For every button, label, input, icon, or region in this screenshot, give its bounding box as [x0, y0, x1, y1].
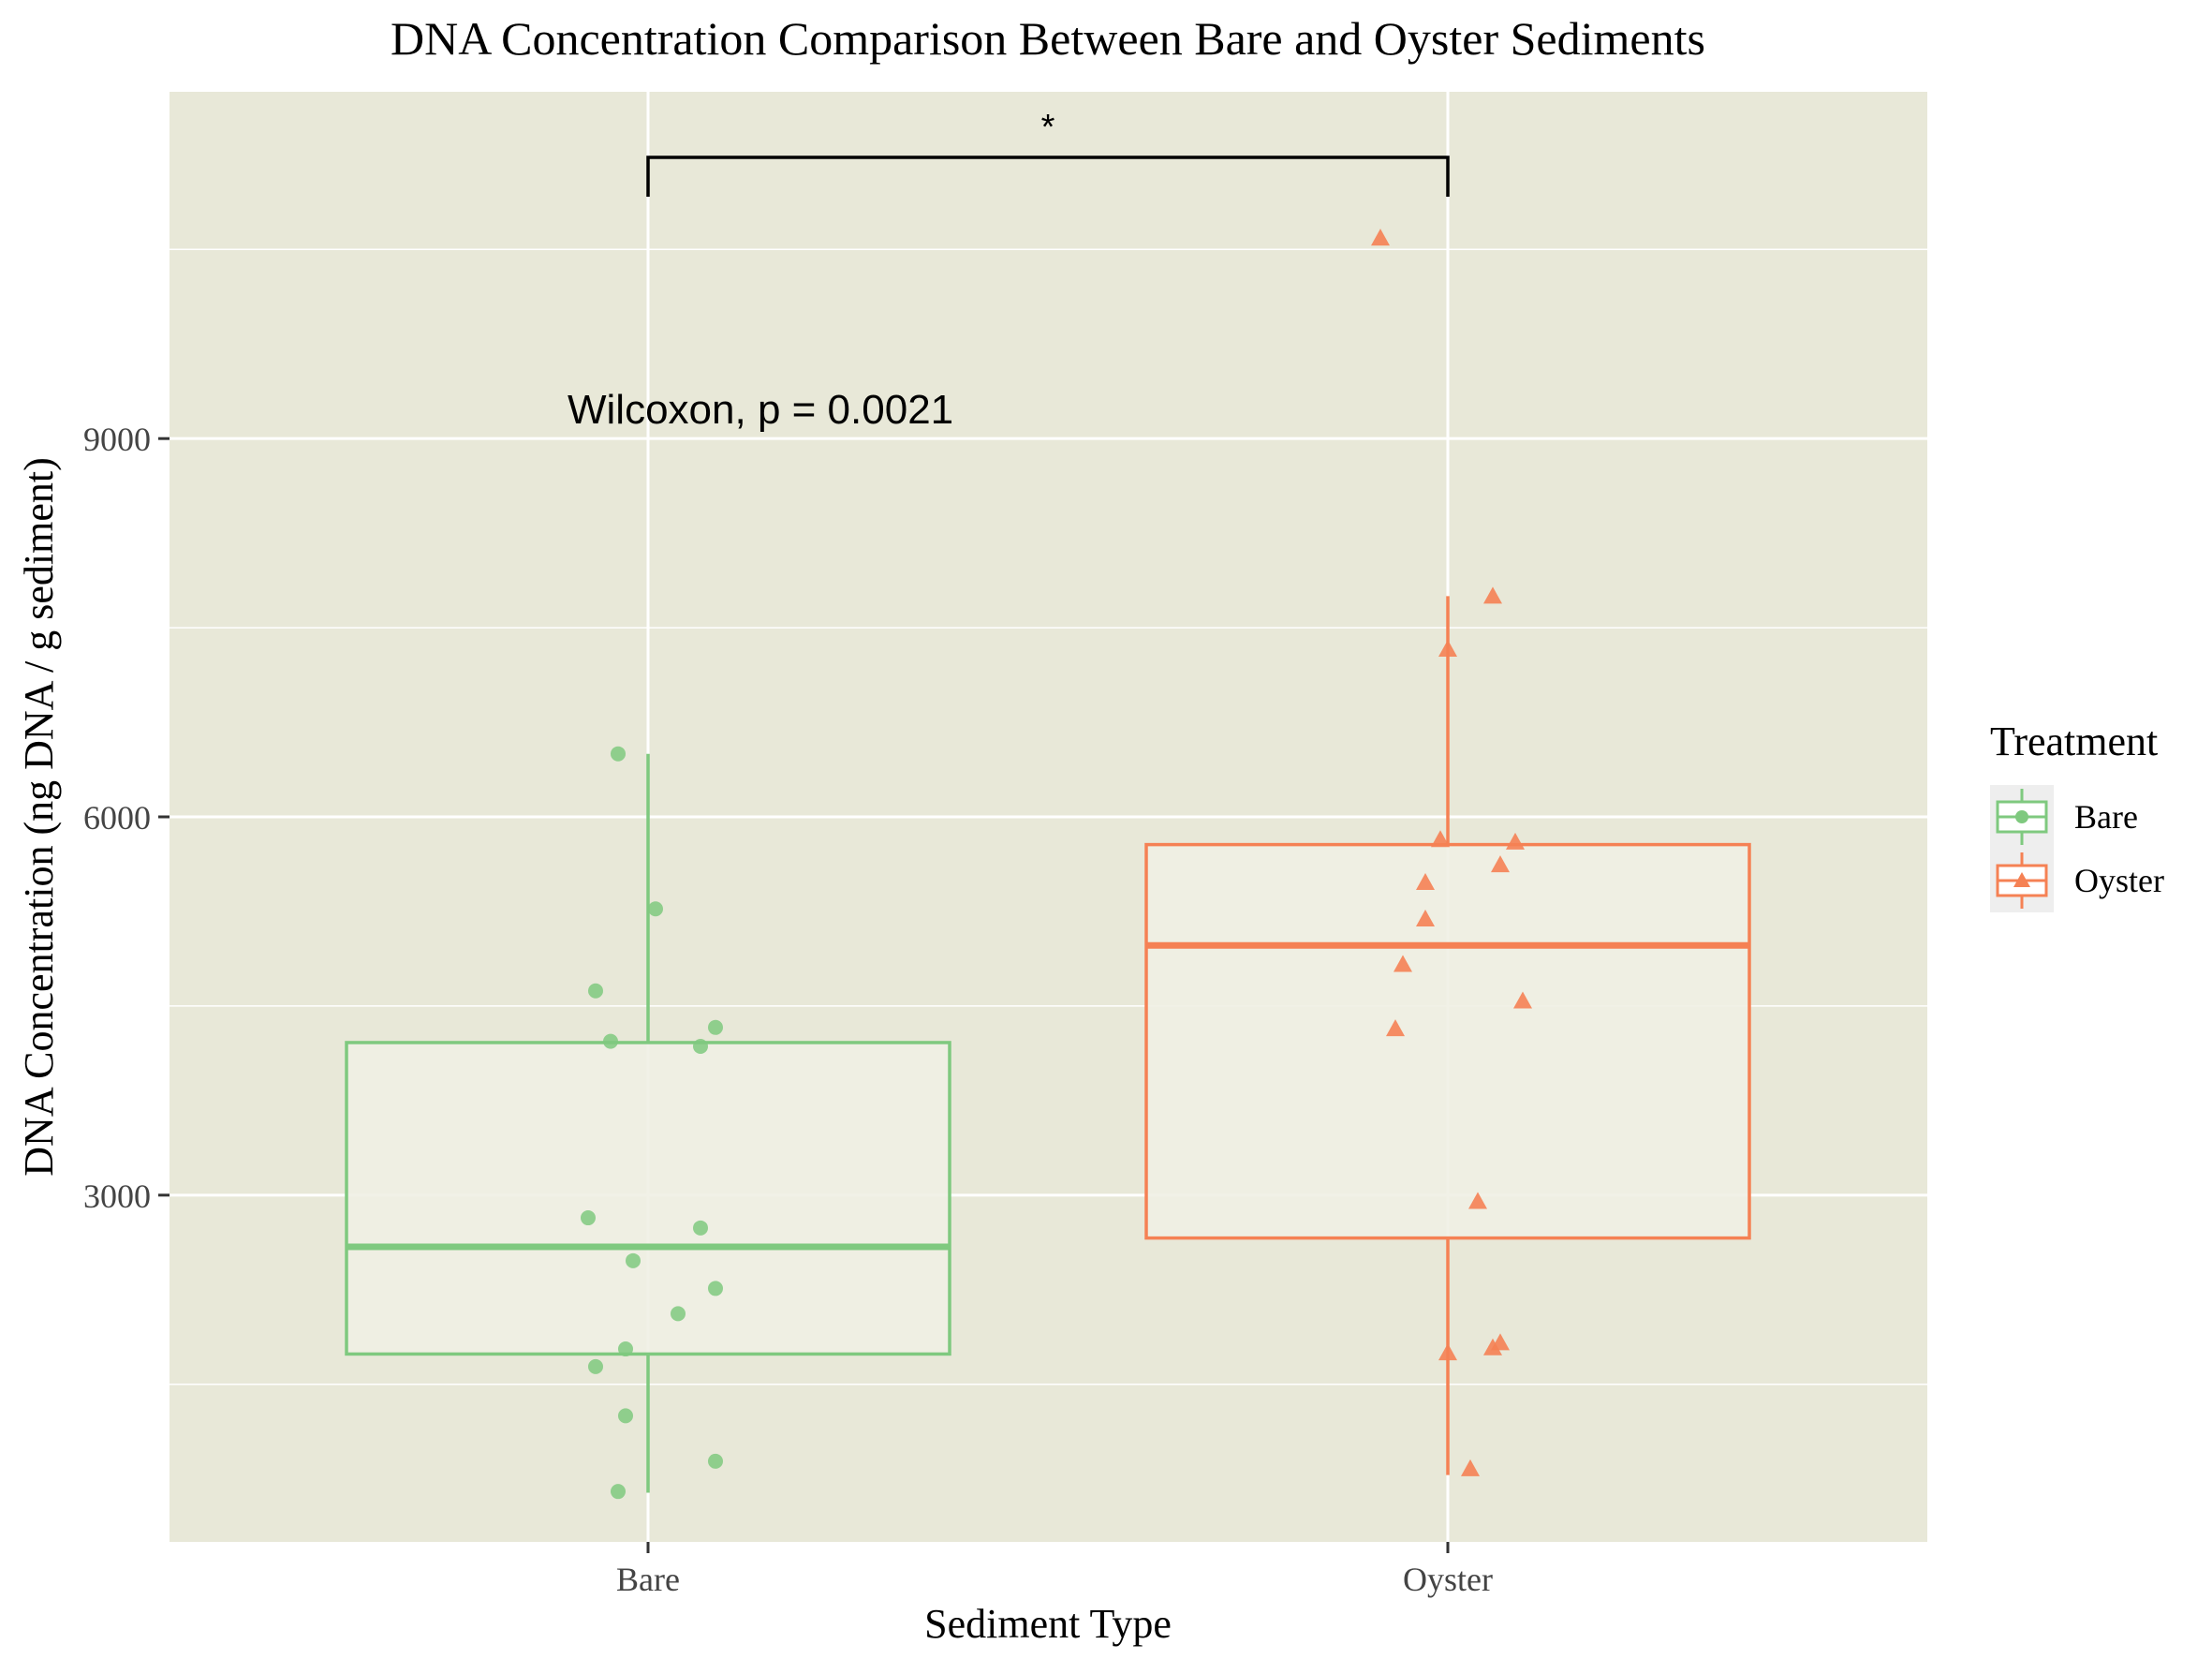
legend-key-marker	[2015, 810, 2028, 823]
data-point	[1491, 855, 1510, 873]
data-point	[1483, 586, 1502, 604]
data-point	[1386, 1019, 1405, 1037]
data-point	[1468, 1192, 1487, 1209]
test-label: Wilcoxon, p = 0.0021	[568, 387, 953, 433]
legend-key-marker	[2013, 872, 2030, 887]
data-point	[671, 1306, 686, 1322]
x-tick-label: Oyster	[1403, 1561, 1493, 1598]
data-point	[708, 1281, 723, 1296]
data-point	[648, 901, 663, 917]
x-tick-label: Bare	[616, 1561, 680, 1598]
legend-title: Treatment	[1990, 718, 2158, 764]
data-point	[581, 1210, 596, 1226]
data-points	[581, 229, 1532, 1500]
y-axis-label: DNA Concentration (ng DNA / g sediment)	[16, 457, 62, 1176]
data-point	[1431, 830, 1450, 848]
data-point	[1416, 872, 1435, 890]
y-tick-label: 3000	[83, 1178, 151, 1215]
data-point	[693, 1220, 708, 1236]
y-tick-label: 9000	[83, 421, 151, 458]
x-axis-label: Sediment Type	[924, 1601, 1172, 1647]
data-point	[1513, 991, 1532, 1009]
axes: 3000 6000 9000 Bare Oyster	[83, 421, 1493, 1598]
data-point	[1506, 832, 1525, 850]
data-point	[588, 983, 603, 999]
data-point	[626, 1252, 641, 1268]
data-point	[588, 1358, 603, 1374]
data-point	[618, 1341, 633, 1357]
legend-label: Bare	[2074, 798, 2138, 836]
data-point	[693, 1038, 708, 1054]
legend: Treatment Bare Oyster	[1990, 718, 2164, 912]
data-point	[603, 1033, 618, 1049]
significance-bracket	[646, 156, 1450, 197]
data-point	[611, 1484, 626, 1500]
box-plots	[345, 596, 1751, 1493]
significance-marker: *	[1041, 108, 1055, 147]
y-tick-label: 6000	[83, 799, 151, 837]
data-point	[618, 1408, 633, 1424]
data-point	[1483, 1338, 1502, 1355]
data-point	[611, 746, 626, 762]
data-point	[708, 1019, 723, 1035]
box-oyster	[1144, 842, 1751, 1240]
data-point	[1461, 1459, 1480, 1476]
data-point	[1438, 639, 1457, 657]
data-point	[1416, 910, 1435, 927]
chart-title: DNA Concentration Comparison Between Bar…	[391, 12, 1705, 65]
data-point	[1438, 1343, 1457, 1361]
data-point	[708, 1453, 723, 1469]
data-point	[1371, 229, 1390, 246]
significance-annotations: * Wilcoxon, p = 0.0021	[568, 108, 1450, 433]
box-bare	[345, 1041, 951, 1356]
data-point	[1394, 955, 1412, 972]
legend-label: Oyster	[2074, 862, 2164, 899]
